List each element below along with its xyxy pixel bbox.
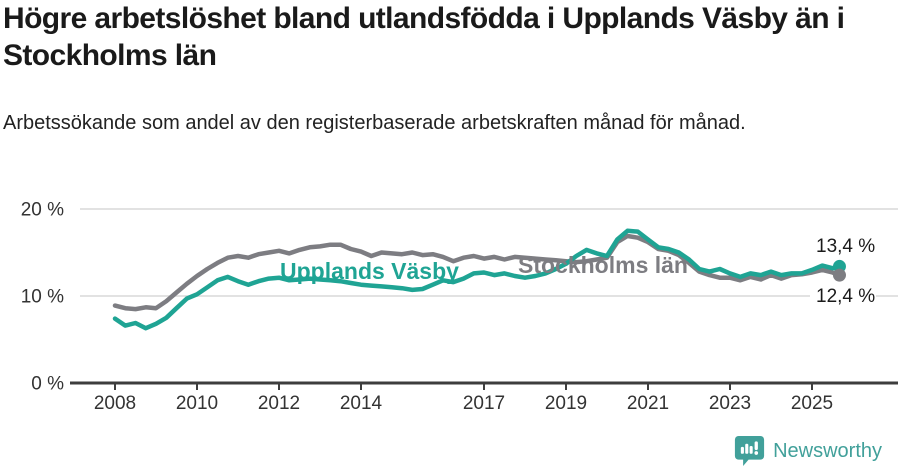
line-chart: 0 % 10 % 20 % 2008 2010 2012 2014 2017 2019 2021 2… (0, 190, 900, 430)
chart-subtitle: Arbetssökande som andel av den registerb… (3, 112, 746, 134)
brand-name: Newsworthy (773, 439, 882, 462)
series-line-stockholms-l-n (112, 233, 842, 312)
series-end-value-upplands-vasby: 13,4 % (816, 236, 875, 257)
bar-chart-speech-bubble-icon (734, 435, 765, 467)
series-end-value-stockholms-lan: 12,4 % (816, 286, 875, 307)
y-axis-label: 0 % (31, 374, 64, 395)
x-axis-label: 2017 (463, 393, 505, 414)
series-label-stockholms-l-n: Stockholms län (518, 252, 688, 278)
x-axis-label: 2010 (176, 393, 218, 414)
series-end-dot-stockholms-lan (832, 268, 846, 282)
x-axis-label: 2014 (340, 393, 383, 414)
x-axis-label: 2023 (709, 393, 751, 414)
line-chart-canvas: 0 % 10 % 20 % 2008 2010 2012 2014 2017 2019 2021 2… (21, 200, 898, 414)
x-axis-label: 2021 (627, 393, 669, 414)
chart-title: Högre arbetslöshet bland utlandsfödda i … (3, 2, 845, 72)
x-axis-label: 2008 (94, 393, 136, 414)
series-line-upplands-v-sby (112, 228, 842, 331)
y-axis-label: 10 % (21, 287, 64, 308)
series-label-upplands-v-sby: Upplands Väsby (280, 258, 459, 284)
newsworthy-logo[interactable]: Newsworthy (734, 434, 882, 468)
x-axis-label: 2019 (545, 393, 587, 414)
end-label-backing (810, 286, 876, 306)
y-axis-label: 20 % (21, 200, 64, 221)
x-axis-label: 2025 (791, 393, 833, 414)
x-axis-label: 2012 (258, 393, 300, 414)
